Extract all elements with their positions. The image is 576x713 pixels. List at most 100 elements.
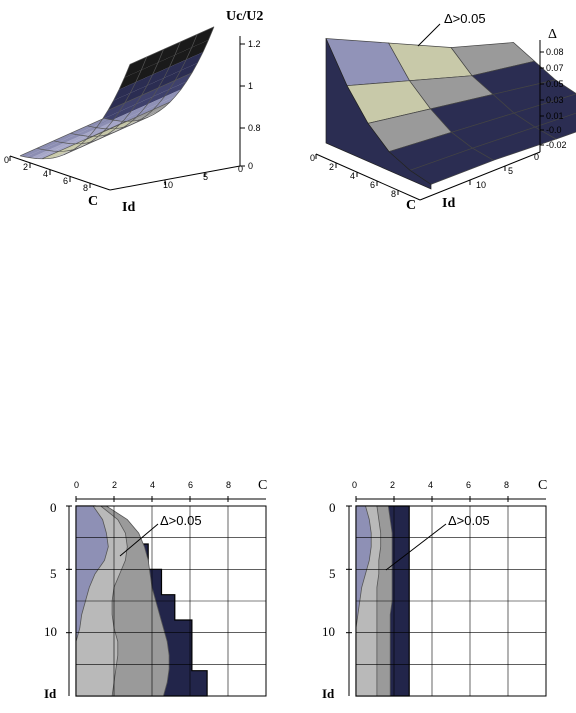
id-axis-label: Id — [122, 200, 135, 215]
id-axis — [109, 165, 241, 191]
c-tick-label: 0 — [4, 155, 9, 165]
z-tick-label: 0.03 — [546, 95, 564, 105]
surface-strip — [25, 119, 115, 158]
c-tick-label: 2 — [112, 480, 117, 490]
surface-faces — [19, 26, 215, 160]
contour-map-left: 0 2 4 6 8 C 0 5 10 Id Δ>0.05 — [44, 478, 267, 701]
mesh-line — [19, 64, 131, 160]
c-axis — [315, 153, 421, 201]
id-tick-label: 0 — [50, 500, 57, 515]
id-axis-label: Id — [322, 686, 335, 701]
mesh-line — [87, 34, 198, 130]
z-axis-label: Δ — [548, 27, 557, 42]
surface-strip — [113, 52, 203, 101]
mesh-line — [70, 41, 181, 137]
annotation-pointer — [119, 523, 159, 557]
c-axis-label: C — [258, 478, 267, 493]
c-tick-label: 6 — [63, 176, 68, 186]
surface-skirt — [325, 38, 432, 190]
id-tick-label: 10 — [163, 180, 173, 190]
annotation-label: Δ>0.05 — [444, 11, 486, 26]
z-tick-label: 1.2 — [248, 39, 261, 49]
annotation-pointer — [385, 523, 447, 571]
ticks — [66, 496, 266, 696]
z-tick-label: 0.07 — [546, 63, 564, 73]
z-tick-label: 0 — [248, 161, 253, 171]
c-tick-label: 8 — [391, 189, 396, 199]
id-axis-label: Id — [442, 196, 455, 211]
id-axis — [419, 151, 541, 201]
surface-strip — [47, 120, 137, 159]
annotation-pointer — [417, 23, 441, 47]
c-axis-label: C — [88, 194, 98, 209]
c-tick-label: 2 — [329, 162, 334, 172]
mesh-line — [107, 72, 193, 111]
contour-map-right: 0 2 4 6 8 C 0 5 10 Id Δ>0.05 — [322, 478, 547, 701]
plot-frame — [75, 505, 267, 697]
c-axis-label: C — [538, 478, 547, 493]
c-tick-label: 0 — [310, 153, 315, 163]
id-tick-label: 0 — [238, 164, 243, 174]
c-tick-label: 8 — [83, 183, 88, 193]
annotation-label: Δ>0.05 — [448, 513, 490, 528]
c-tick-label: 4 — [150, 480, 155, 490]
c-tick-label: 2 — [390, 480, 395, 490]
id-tick-label: 10 — [322, 624, 335, 639]
id-tick-label: 0 — [534, 152, 539, 162]
z-tick-label: 0.01 — [546, 111, 564, 121]
surface-plot-uc-u2: 1.2 1 0.8 0 Uc/U2 0 2 4 6 8 C 10 5 0 Id — [4, 9, 263, 215]
id-axis-label: Id — [44, 686, 57, 701]
mesh-line — [129, 26, 215, 65]
mesh-line — [85, 101, 171, 140]
z-axis — [239, 36, 245, 167]
surface-faces — [325, 38, 576, 190]
c-axis-label: C — [406, 198, 416, 213]
c-tick-label: 2 — [23, 162, 28, 172]
z-tick-label: 1 — [248, 81, 253, 91]
id-tick-label: 10 — [44, 624, 57, 639]
plot-frame — [355, 505, 547, 697]
surface-strip — [97, 81, 187, 127]
mesh-line — [41, 121, 127, 160]
c-tick-label: 6 — [370, 180, 375, 190]
annotation-label: Δ>0.05 — [160, 513, 202, 528]
c-tick-label: 8 — [226, 480, 231, 490]
surface-strip — [20, 118, 110, 157]
c-tick-label: 4 — [350, 171, 355, 181]
id-tick-label: 5 — [50, 566, 57, 581]
z-tick-label: 0.8 — [248, 123, 261, 133]
surface-strip — [102, 72, 192, 120]
c-axis — [9, 155, 111, 191]
c-tick-label: 6 — [466, 480, 471, 490]
z-axis — [539, 40, 544, 152]
mesh-line — [103, 26, 215, 122]
c-tick-label: 4 — [43, 169, 48, 179]
surface-strip — [108, 63, 198, 111]
grid — [355, 505, 547, 697]
id-tick-label: 5 — [203, 172, 208, 182]
z-tick-label: 0.05 — [546, 79, 564, 89]
c-tick-label: 0 — [352, 480, 357, 490]
c-tick-label: 8 — [504, 480, 509, 490]
grid — [75, 505, 267, 697]
mesh-line — [53, 49, 164, 145]
surface-strip — [36, 121, 126, 159]
id-tick-label: 5 — [508, 166, 513, 176]
mesh-line — [19, 117, 105, 157]
c-tick-label: 6 — [188, 480, 193, 490]
id-tick-label: 10 — [476, 180, 486, 190]
surface-strip — [42, 121, 132, 159]
z-tick-label: -0.0 — [546, 125, 562, 135]
z-axis-label: Uc/U2 — [226, 9, 263, 24]
z-tick-label: -0.02 — [546, 140, 567, 150]
c-tick-label: 4 — [428, 480, 433, 490]
c-tick-label: 0 — [74, 480, 79, 490]
surface-plot-delta: 0.08 0.07 0.05 0.03 0.01 -0.0 -0.02 Δ 0 … — [310, 11, 576, 213]
id-tick-label: 5 — [329, 566, 336, 581]
surface-strip — [31, 120, 121, 159]
ticks — [346, 496, 546, 696]
mesh-line — [36, 56, 148, 152]
surface-strip — [124, 26, 214, 78]
id-tick-label: 0 — [329, 500, 336, 515]
